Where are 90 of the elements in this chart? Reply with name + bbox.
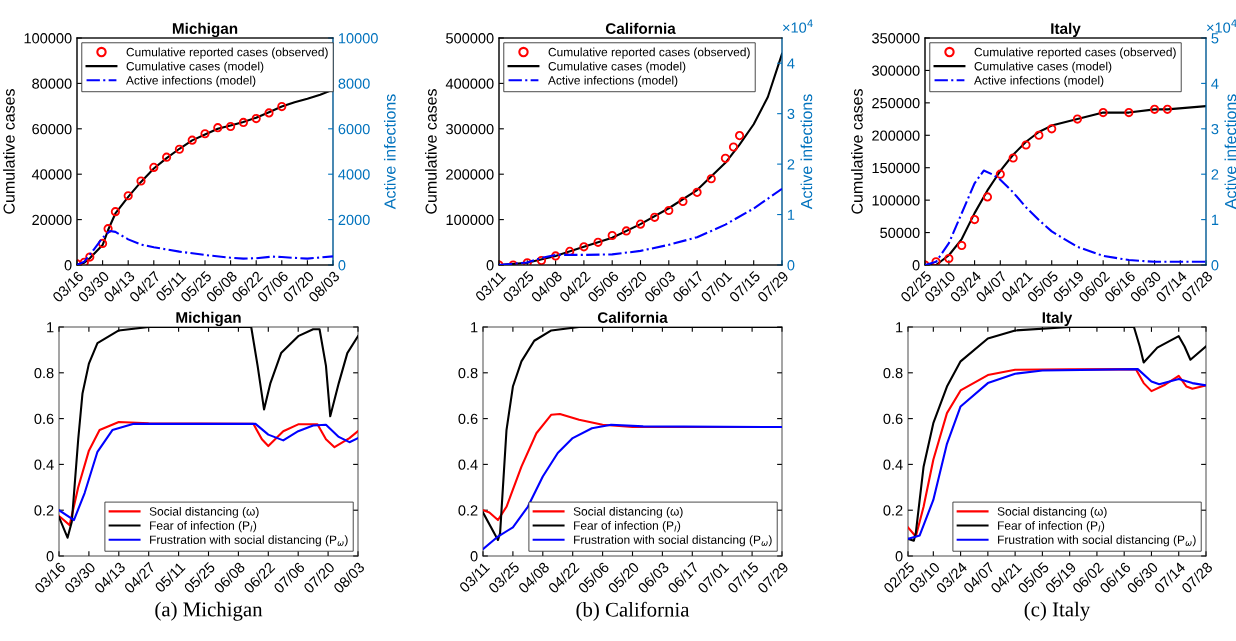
text: ×10$^{4}$ [1207, 19, 1236, 33]
legend-label: Cumulative cases (model) [548, 61, 686, 73]
text: (b) California [576, 601, 690, 621]
y2-tick-label: 2 [787, 159, 795, 170]
y2-tick-label: 2000 [338, 214, 370, 226]
chart-title: Italy [1042, 311, 1073, 326]
y2-tick-label: 4 [1211, 78, 1219, 89]
y2-axis-title: Active infections [383, 94, 396, 210]
y-tick-label: 300000 [446, 123, 494, 135]
y2-tick-label: 0 [1211, 260, 1219, 271]
legend-label: Cumulative cases (model) [974, 61, 1112, 73]
y2-tick-label: 6000 [338, 123, 370, 135]
legend-label: Frustration with social distancing (P$_{ω}$) [574, 535, 772, 547]
y-axis-title: Cumulative cases [425, 89, 437, 214]
y-tick-label: 0.4 [883, 459, 903, 470]
y-axis-title: Cumulative cases [851, 89, 863, 214]
y-tick-label: 60000 [32, 123, 72, 135]
y-tick-label: 0 [46, 551, 54, 562]
chart-title: Michigan [172, 22, 238, 38]
y-tick-label: 1 [896, 322, 903, 333]
y-tick-label: 0.2 [34, 505, 54, 516]
legend-label: Social distancing (ω) [573, 506, 683, 519]
y-tick-label: 100000 [446, 214, 494, 226]
legend-label: Fear of infection (P$_{I}$) [998, 521, 1105, 533]
y-tick-label: 0.6 [34, 413, 54, 425]
y-tick-label: 0 [895, 551, 903, 562]
legend-label: Active infections (model) [974, 75, 1104, 87]
legend-label: Fear of infection (P$_{I}$) [150, 521, 257, 533]
y-tick-label: 0.8 [458, 367, 478, 379]
y-tick-label: 0.8 [34, 367, 54, 379]
y-tick-label: 0.6 [883, 413, 903, 425]
legend-label: Cumulative reported cases (observed) [548, 47, 750, 59]
y2-tick-label: 3 [787, 108, 795, 120]
y2-tick-label: 0 [338, 260, 346, 271]
y-tick-label: 400000 [445, 78, 494, 89]
y-tick-label: 0.2 [883, 505, 903, 516]
chart-title: Michigan [176, 311, 241, 327]
y2-tick-label: 1 [787, 209, 795, 220]
legend-label: Active infections (model) [126, 75, 256, 87]
y-tick-label: 50000 [880, 227, 920, 238]
legend-label: Cumulative reported cases (observed) [974, 47, 1176, 59]
y-tick-label: 0.6 [458, 413, 478, 425]
text: (c) Italy [1024, 601, 1091, 621]
y2-tick-label: 4000 [338, 169, 370, 180]
y-tick-label: 150000 [872, 162, 920, 174]
chart-title: Italy [1051, 22, 1081, 37]
y-tick-label: 20000 [32, 214, 72, 226]
y2-tick-label: 10000 [338, 33, 378, 44]
y-tick-label: 250000 [872, 97, 920, 109]
y-tick-label: 0 [470, 551, 478, 562]
y2-tick-label: 1 [1211, 214, 1219, 225]
y-tick-label: 0.4 [34, 459, 54, 470]
y-tick-label: 0 [486, 260, 494, 271]
y-tick-label: 0.8 [883, 367, 903, 379]
y2-tick-label: 4 [787, 58, 795, 69]
y-tick-label: 40000 [31, 169, 72, 180]
y-tick-label: 0 [64, 260, 72, 271]
chart-title: California [605, 22, 676, 34]
legend-label: Social distancing (ω) [149, 506, 259, 519]
legend-label: Cumulative reported cases (observed) [126, 47, 328, 59]
y-tick-label: 100000 [872, 195, 920, 206]
legend-label: Cumulative cases (model) [126, 61, 264, 73]
y-tick-label: 0.2 [458, 505, 478, 516]
y-tick-label: 100000 [24, 33, 72, 44]
y-tick-label: 1 [47, 322, 54, 333]
y-tick-label: 200000 [446, 169, 494, 180]
y-tick-label: 0.4 [458, 459, 478, 470]
y-axis-title: Cumulative cases [3, 89, 15, 214]
chart-title: California [597, 311, 668, 323]
y-tick-label: 0 [912, 260, 920, 271]
y2-tick-label: 8000 [338, 78, 370, 89]
y2-tick-label: 5 [1211, 33, 1219, 44]
y-tick-label: 300000 [872, 65, 920, 76]
y-tick-label: 1 [471, 322, 478, 333]
legend-label: Social distancing (ω) [997, 506, 1107, 519]
y-tick-label: 200000 [872, 130, 920, 141]
legend-label: Frustration with social distancing (P$_{ω}$) [150, 535, 348, 547]
text: (a) Michigan [155, 601, 263, 621]
y-tick-label: 350000 [872, 33, 920, 44]
y2-axis-title: Active infections [800, 94, 813, 210]
legend-label: Frustration with social distancing (P$_{ω}$) [998, 535, 1196, 547]
legend-label: Active infections (model) [548, 75, 678, 87]
y2-tick-label: 2 [1211, 169, 1219, 180]
y2-tick-label: 0 [787, 260, 795, 271]
y-tick-label: 500000 [446, 33, 494, 44]
y2-tick-label: 3 [1211, 123, 1219, 135]
legend-label: Fear of infection (P$_{I}$) [574, 521, 681, 533]
y2-axis-title: Active infections [1224, 94, 1236, 210]
y-tick-label: 80000 [32, 78, 72, 89]
text: ×10$^{4}$ [783, 19, 813, 33]
